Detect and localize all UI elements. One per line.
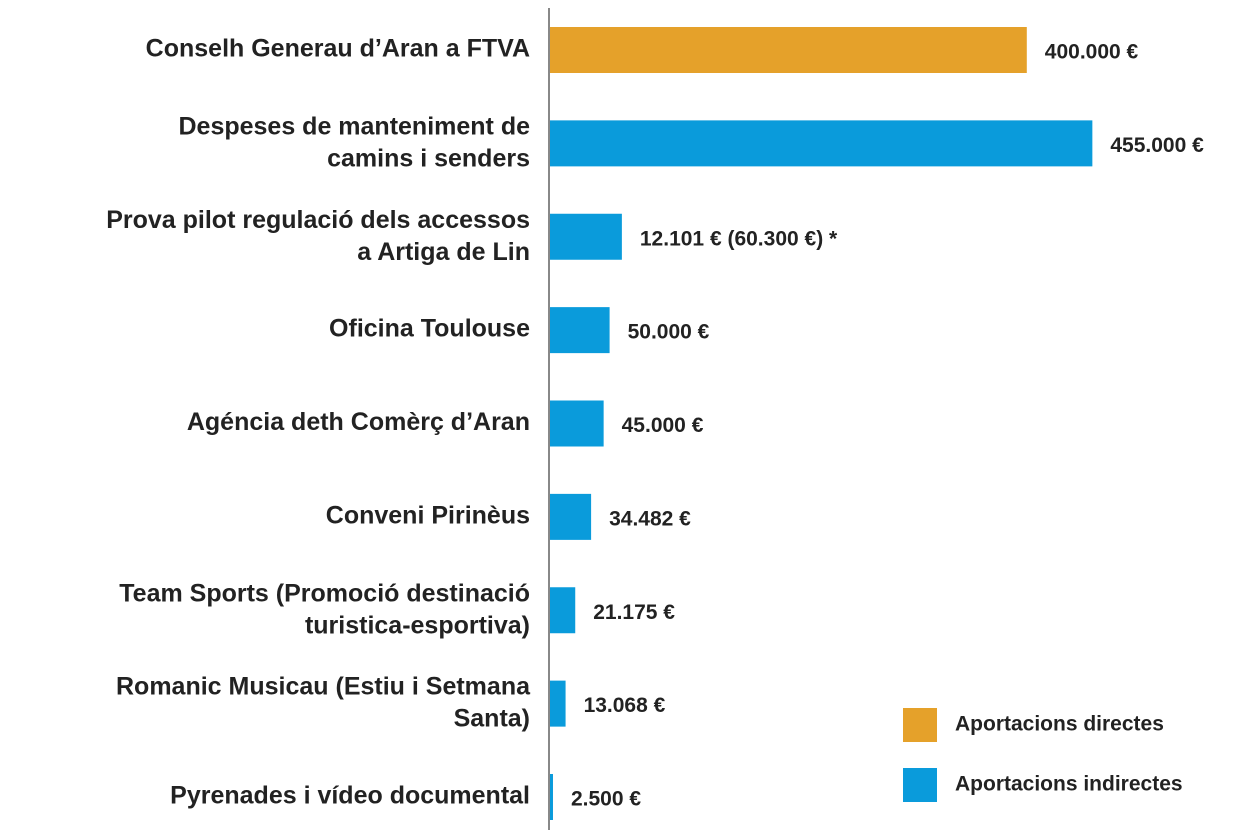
category-label: Romanic Musicau (Estiu i Setmana Santa) [116,672,531,732]
bar [550,493,592,540]
bar [550,307,610,354]
category-label: Despeses de manteniment de camins i sende… [178,112,530,172]
bar [550,120,1093,167]
category-label: Agéncia deth Comèrç d’Aran [187,408,530,436]
bar [550,213,622,260]
value-label: 34.482 € [609,507,691,530]
value-label: 13.068 € [584,694,666,717]
value-label: 400.000 € [1045,41,1139,64]
value-label: 45.000 € [622,414,704,437]
legend-label: Aportacions directes [955,713,1164,736]
category-label: Pyrenades i vídeo documental [170,782,530,810]
bar [550,27,1027,73]
category-label: Conselh Generau d’Aran a FTVA [146,35,530,63]
value-label: 21.175 € [593,601,675,624]
legend-swatch [903,708,937,742]
category-label: Oficina Toulouse [329,315,530,343]
value-label: 50.000 € [628,321,710,344]
value-label: 455.000 € [1110,134,1204,157]
category-label: Conveni Pirinèus [326,501,530,529]
bar [550,774,553,820]
value-label: 12.101 € (60.300 €) * [640,227,838,250]
bar [550,587,576,634]
bar [550,400,604,447]
category-label: Team Sports (Promoció destinació turistic… [119,579,530,639]
bar [550,680,566,727]
value-label: 2.500 € [571,788,641,811]
legend-swatch [903,768,937,802]
legend-label: Aportacions indirectes [955,773,1183,796]
category-label: Prova pilot regulació dels accessos a Art… [106,205,530,265]
